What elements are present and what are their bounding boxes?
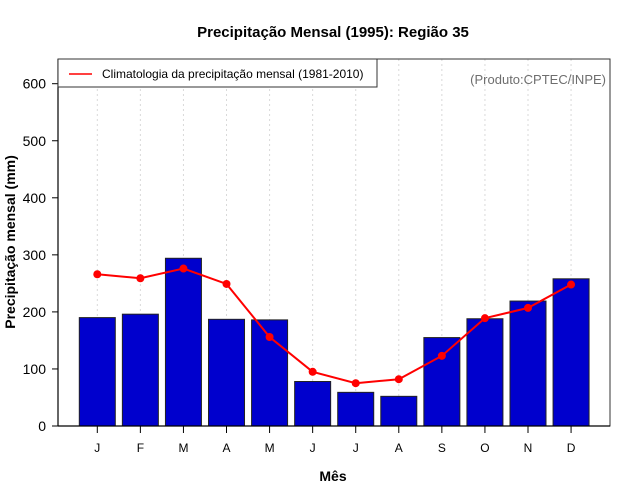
climatology-point-3 <box>222 279 231 288</box>
climatology-point-5 <box>308 367 317 376</box>
bar-9 <box>466 318 504 427</box>
x-tick-label: F <box>137 441 144 455</box>
climatology-point-7 <box>394 375 403 384</box>
y-tick-label: 400 <box>23 190 47 206</box>
bar-8 <box>423 337 461 427</box>
y-tick-label: 300 <box>23 247 47 263</box>
y-tick-label: 500 <box>23 133 47 149</box>
x-axis-title: Mês <box>319 468 346 484</box>
bar-0 <box>78 317 116 427</box>
bars <box>78 257 590 427</box>
x-tick-label: M <box>265 441 275 455</box>
x-tick-label: D <box>567 441 576 455</box>
x-tick-label: J <box>94 441 100 455</box>
climatology-point-2 <box>179 264 188 273</box>
credit-annotation: (Produto:CPTEC/INPE) <box>470 72 606 87</box>
bar-7 <box>380 395 418 427</box>
bar-6 <box>337 391 375 427</box>
y-tick-label: 200 <box>23 304 47 320</box>
legend: Climatologia da precipitação mensal (198… <box>57 58 378 88</box>
climatology-point-9 <box>480 314 489 323</box>
y-tick-label: 600 <box>23 76 47 92</box>
climatology-point-11 <box>567 280 576 289</box>
climatology-point-10 <box>524 303 532 312</box>
x-tick-label: A <box>223 441 231 455</box>
climatology-point-0 <box>93 270 102 279</box>
x-tick-label: A <box>395 441 403 455</box>
x-tick-label: J <box>353 441 359 455</box>
x-tick-label: M <box>178 441 188 455</box>
climatology-point-6 <box>351 379 360 388</box>
x-tick-label: N <box>524 441 533 455</box>
climatology-point-4 <box>265 333 274 342</box>
climatology-point-1 <box>136 274 145 283</box>
bar-3 <box>208 318 246 427</box>
legend-label: Climatologia da precipitação mensal (198… <box>102 67 363 81</box>
bar-10 <box>509 300 547 427</box>
bar-11 <box>552 278 590 427</box>
climatology-polyline <box>97 267 572 385</box>
y-tick-label: 100 <box>23 361 47 377</box>
bar-2 <box>164 257 202 427</box>
x-tick-label: J <box>310 441 316 455</box>
y-tick-label: 0 <box>38 418 46 434</box>
bar-5 <box>294 381 332 427</box>
y-axis-ticks: 0 100 200 300 400 500 600 <box>23 76 58 434</box>
bar-1 <box>121 313 159 427</box>
x-tick-label: O <box>480 441 489 455</box>
legend-box <box>57 58 378 88</box>
climatology-line <box>93 264 576 388</box>
chart-title: Precipitação Mensal (1995): Região 35 <box>197 24 469 41</box>
climatology-point-8 <box>437 351 446 360</box>
y-axis-title: Precipitação mensal (mm) <box>2 155 18 329</box>
x-tick-label: S <box>438 441 446 455</box>
